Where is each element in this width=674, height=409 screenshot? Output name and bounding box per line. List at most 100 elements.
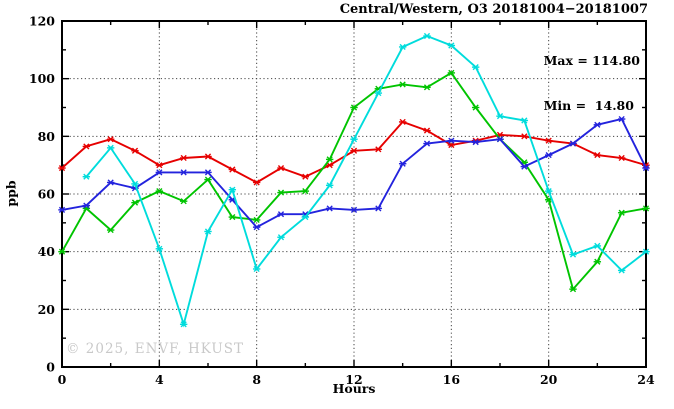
data-point-marker — [593, 258, 602, 265]
data-point-marker — [277, 189, 285, 196]
y-tick-label: 40 — [38, 244, 56, 259]
data-point-marker — [447, 137, 456, 144]
y-tick-label: 100 — [29, 71, 55, 86]
data-point-marker — [642, 248, 650, 255]
data-point-marker — [544, 151, 553, 159]
data-point-marker — [398, 160, 407, 167]
chart-title: Central/Western, O3 20181004−20181007 — [339, 2, 648, 17]
data-point-marker — [569, 140, 577, 147]
data-point-marker — [350, 206, 358, 213]
x-tick-label: 24 — [637, 372, 655, 387]
data-point-marker — [301, 173, 310, 180]
data-point-marker — [593, 121, 602, 128]
data-point-marker — [228, 213, 237, 221]
data-point-marker — [617, 267, 626, 274]
data-point-marker — [325, 156, 334, 163]
data-point-marker — [179, 321, 188, 328]
data-point-marker — [374, 146, 383, 153]
x-tick-label: 0 — [58, 372, 67, 387]
data-point-marker — [155, 245, 164, 252]
data-point-marker — [179, 154, 188, 162]
data-point-marker — [471, 64, 480, 71]
data-point-marker — [204, 169, 212, 176]
data-point-marker — [569, 251, 577, 258]
data-point-marker — [642, 164, 650, 172]
series-green — [58, 69, 650, 293]
data-point-marker — [398, 118, 407, 126]
data-point-marker — [520, 163, 529, 170]
data-point-marker — [179, 169, 188, 176]
data-point-marker — [155, 169, 164, 176]
data-point-marker — [398, 81, 407, 88]
data-point-marker — [131, 199, 139, 206]
data-point-marker — [228, 186, 237, 193]
data-point-marker — [325, 205, 334, 212]
series-blue — [58, 115, 650, 231]
data-point-marker — [617, 154, 626, 162]
data-point-marker — [228, 166, 237, 173]
y-tick-label: 120 — [29, 14, 55, 29]
x-tick-label: 12 — [345, 372, 362, 387]
data-point-marker — [350, 136, 358, 143]
data-point-marker — [593, 151, 602, 159]
data-point-marker — [106, 179, 115, 186]
x-tick-label: 16 — [443, 372, 461, 387]
data-point-marker — [58, 248, 66, 255]
series-line — [85, 34, 647, 328]
data-point-marker — [423, 84, 431, 91]
watermark: © 2025, ENVF, HKUST — [66, 341, 245, 357]
y-tick-label: 80 — [38, 129, 56, 144]
data-point-marker — [520, 117, 529, 124]
data-point-marker — [471, 139, 480, 146]
data-point-marker — [374, 205, 383, 212]
data-point-marker — [350, 104, 358, 111]
y-tick-label: 0 — [46, 360, 55, 375]
data-point-marker — [569, 286, 577, 293]
data-point-marker — [398, 43, 407, 51]
data-point-marker — [423, 32, 431, 40]
data-point-marker — [496, 113, 504, 120]
data-point-marker — [423, 140, 431, 147]
series-cyan — [82, 32, 650, 328]
x-tick-label: 4 — [155, 372, 164, 387]
data-point-marker — [642, 205, 650, 212]
y-axis-label: ppb — [3, 180, 19, 207]
x-axis-label: Hours — [332, 381, 376, 396]
data-point-marker — [155, 162, 164, 169]
data-point-marker — [204, 228, 212, 235]
data-point-marker — [277, 164, 285, 172]
data-point-marker — [617, 209, 626, 216]
data-point-marker — [106, 144, 115, 151]
data-point-marker — [82, 202, 91, 209]
x-tick-label: 20 — [540, 372, 558, 387]
data-point-marker — [520, 133, 529, 140]
x-tick-label: 8 — [252, 372, 261, 387]
data-point-marker — [301, 188, 310, 195]
data-point-marker — [325, 162, 334, 169]
data-point-marker — [544, 137, 553, 144]
data-point-marker — [277, 211, 285, 218]
data-point-marker — [58, 164, 66, 172]
y-tick-label: 60 — [38, 187, 56, 202]
data-point-marker — [447, 69, 456, 76]
data-point-marker — [82, 143, 91, 150]
y-tick-label: 20 — [38, 302, 56, 317]
data-point-marker — [131, 147, 139, 154]
data-point-marker — [496, 136, 504, 143]
data-point-marker — [106, 226, 115, 234]
data-point-marker — [277, 234, 285, 241]
max-value-label: Max = 114.80 — [543, 53, 640, 68]
data-point-marker — [204, 153, 212, 160]
data-point-marker — [252, 224, 261, 231]
data-point-marker — [179, 198, 188, 205]
data-point-marker — [252, 216, 261, 224]
data-point-marker — [252, 265, 261, 273]
data-point-marker — [252, 179, 261, 186]
data-point-marker — [58, 206, 66, 213]
data-point-marker — [544, 188, 553, 195]
data-point-marker — [374, 89, 383, 97]
data-point-marker — [204, 176, 212, 183]
data-point-marker — [617, 115, 626, 123]
